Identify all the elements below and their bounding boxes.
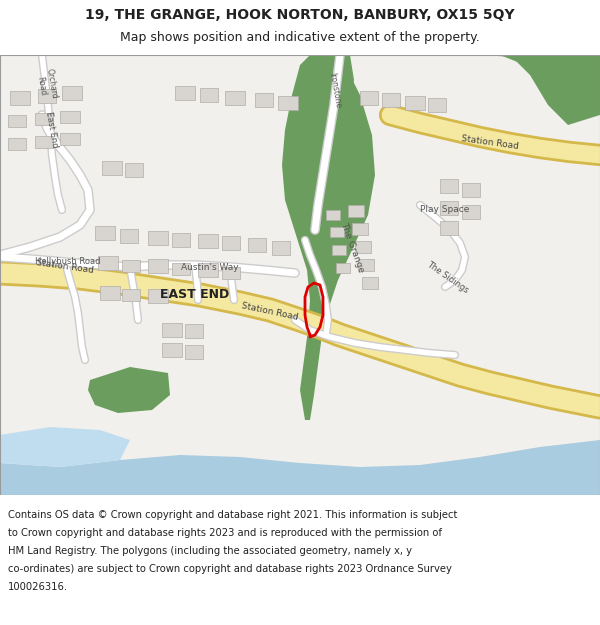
Bar <box>35 136 53 148</box>
Polygon shape <box>460 55 600 77</box>
Bar <box>222 236 240 250</box>
Bar <box>272 241 290 255</box>
Bar <box>148 289 168 303</box>
Text: The Grange: The Grange <box>339 221 365 274</box>
Text: The Sidings: The Sidings <box>425 259 470 294</box>
Bar <box>278 96 298 110</box>
Bar <box>162 343 182 357</box>
Text: Station Road: Station Road <box>36 259 94 276</box>
Bar <box>255 93 273 107</box>
Bar <box>172 233 190 247</box>
Bar <box>60 133 80 145</box>
Bar <box>440 201 458 215</box>
Text: Station Road: Station Road <box>461 134 519 151</box>
Bar <box>148 231 168 245</box>
Polygon shape <box>470 55 600 125</box>
Bar <box>200 88 218 102</box>
Bar <box>100 286 120 300</box>
Bar <box>125 163 143 177</box>
Bar <box>185 324 203 338</box>
Bar <box>172 263 190 275</box>
Text: Contains OS data © Crown copyright and database right 2021. This information is : Contains OS data © Crown copyright and d… <box>8 510 457 520</box>
Bar <box>175 86 195 100</box>
Text: East End: East End <box>44 111 59 149</box>
Bar <box>362 277 378 289</box>
Text: Map shows position and indicative extent of the property.: Map shows position and indicative extent… <box>120 31 480 44</box>
Bar <box>248 238 266 252</box>
Bar <box>405 96 425 110</box>
Bar <box>122 289 140 301</box>
Polygon shape <box>0 440 600 495</box>
Text: HM Land Registry. The polygons (including the associated geometry, namely x, y: HM Land Registry. The polygons (includin… <box>8 546 412 556</box>
Bar <box>352 223 368 235</box>
Text: Play Space: Play Space <box>421 206 470 214</box>
Bar <box>122 260 140 272</box>
Text: Ironstone: Ironstone <box>328 71 343 109</box>
Bar <box>348 205 364 217</box>
Polygon shape <box>326 55 354 195</box>
Text: Orchard
Road: Orchard Road <box>35 68 59 102</box>
Bar <box>462 183 480 197</box>
Text: co-ordinates) are subject to Crown copyright and database rights 2023 Ordnance S: co-ordinates) are subject to Crown copyr… <box>8 564 452 574</box>
Bar <box>10 91 30 105</box>
Bar <box>428 98 446 112</box>
Polygon shape <box>0 427 130 467</box>
Bar <box>60 111 80 123</box>
Bar <box>102 161 122 175</box>
Bar <box>336 263 350 273</box>
Bar <box>35 113 53 125</box>
Bar <box>198 263 218 277</box>
Text: EAST END: EAST END <box>160 289 230 301</box>
Bar <box>225 91 245 105</box>
Bar <box>8 138 26 150</box>
Bar <box>462 205 480 219</box>
Bar <box>355 241 371 253</box>
Text: Austin's Way: Austin's Way <box>181 262 239 271</box>
Bar <box>38 89 56 103</box>
Bar <box>332 245 346 255</box>
Polygon shape <box>88 367 170 413</box>
Bar <box>440 221 458 235</box>
Polygon shape <box>480 55 600 85</box>
Bar <box>162 323 182 337</box>
Bar <box>98 256 118 270</box>
Bar <box>62 86 82 100</box>
Text: to Crown copyright and database rights 2023 and is reproduced with the permissio: to Crown copyright and database rights 2… <box>8 528 442 538</box>
Polygon shape <box>490 55 600 65</box>
Bar <box>185 345 203 359</box>
Text: 100026316.: 100026316. <box>8 582 68 592</box>
Bar <box>95 226 115 240</box>
Polygon shape <box>282 55 375 420</box>
Bar <box>382 93 400 107</box>
Bar <box>198 234 218 248</box>
Text: Station Road: Station Road <box>241 302 299 322</box>
Bar <box>120 229 138 243</box>
Bar <box>360 91 378 105</box>
Bar <box>330 227 344 237</box>
Bar <box>358 259 374 271</box>
Text: 19, THE GRANGE, HOOK NORTON, BANBURY, OX15 5QY: 19, THE GRANGE, HOOK NORTON, BANBURY, OX… <box>85 8 515 22</box>
Bar <box>326 210 340 220</box>
Bar <box>8 115 26 127</box>
Bar <box>440 179 458 193</box>
Bar <box>148 259 168 273</box>
Text: Hollybush Road: Hollybush Road <box>35 258 101 266</box>
Bar <box>222 267 240 279</box>
